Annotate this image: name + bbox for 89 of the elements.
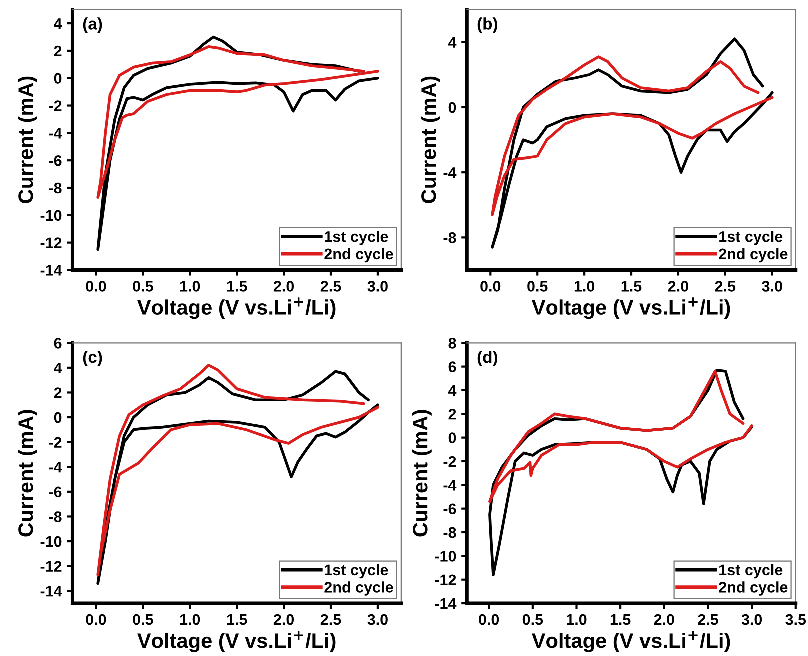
x-tick-label: 2.0 [668, 281, 688, 292]
legend-label: 1st cycle [325, 231, 388, 246]
y-tick-label: 4 [448, 386, 457, 396]
x-tick-label: 0.0 [479, 614, 500, 626]
x-tick-label: 0.0 [86, 281, 106, 292]
y-tick-label: 8 [448, 338, 456, 349]
y-axis-title: Current (mA) [412, 410, 432, 537]
x-tick-label: 0.5 [522, 614, 544, 626]
legend-label: 1st cycle [325, 564, 388, 579]
line-series [96, 45, 380, 199]
y-tick-label: 6 [448, 362, 456, 372]
x-tick-label: 2.0 [654, 614, 674, 626]
y-tick-label: -10 [435, 551, 456, 562]
y-tick-label: -4 [444, 168, 457, 178]
legend-label: 1st cycle [720, 231, 783, 246]
x-tick-label: 0.5 [133, 281, 154, 292]
x-tick-label: 3.0 [742, 614, 762, 626]
y-tick-label: -10 [40, 536, 62, 548]
x-tick-label: 0.0 [480, 281, 501, 292]
x-tick-label: 1.5 [227, 281, 248, 292]
y-tick-label: -10 [40, 210, 62, 222]
x-axis-title: Voltage (V vs.Li$^{+}$/Li) [532, 298, 730, 320]
legend-label: 2nd cycle [324, 248, 394, 263]
y-tick-label: 4 [54, 18, 62, 30]
x-axis-title: Voltage (V vs.Li$^{+}$/Li) [138, 298, 336, 320]
y-axis-title: Current (mA) [18, 410, 38, 537]
x-tick-label: 3.5 [786, 614, 806, 626]
x-tick-label: 1.0 [567, 614, 587, 626]
legend-label: 1st cycle [720, 564, 783, 579]
x-tick-label: 0.5 [528, 281, 548, 292]
y-tick-label: 4 [54, 362, 62, 374]
y-tick-label: -6 [49, 155, 62, 166]
y-tick-label: 2 [54, 46, 62, 56]
y-tick-label: -6 [49, 486, 62, 498]
y-tick-label: -12 [40, 561, 62, 572]
x-tick-label: 1.0 [574, 281, 595, 292]
y-axis-title: Current (mA) [420, 76, 440, 204]
y-tick-label: -4 [49, 128, 62, 139]
x-tick-label: 1.0 [180, 281, 200, 292]
x-axis-title: Voltage (V vs.Li$^{+}$/Li) [138, 630, 336, 652]
y-tick-label: -14 [435, 598, 457, 610]
y-tick-label: -8 [444, 232, 456, 244]
y-tick-label: -8 [49, 512, 62, 522]
y-tick-label: -12 [435, 574, 456, 586]
y-tick-label: -2 [444, 456, 456, 468]
y-tick-label: 0 [54, 412, 62, 424]
annotation: (c) [83, 350, 102, 366]
y-tick-label: 6 [54, 338, 62, 349]
y-tick-label: -2 [49, 100, 62, 112]
y-tick-label: -12 [40, 238, 62, 248]
x-tick-label: 2.5 [698, 614, 718, 626]
y-tick-label: 2 [54, 388, 62, 398]
x-tick-label: 3.0 [368, 614, 388, 626]
line-series [488, 370, 754, 504]
x-tick-label: 2.5 [320, 614, 342, 626]
y-tick-label: 4 [448, 37, 457, 48]
y-tick-label: -4 [49, 462, 62, 473]
annotation: (a) [83, 18, 102, 34]
x-tick-label: 1.5 [227, 614, 248, 626]
x-tick-label: 3.0 [368, 281, 388, 292]
y-tick-label: 0 [448, 102, 456, 114]
x-axis-title: Voltage (V vs.Li$^{+}$/Li) [532, 630, 730, 652]
y-tick-label: -8 [49, 182, 62, 194]
y-tick-label: 2 [448, 409, 456, 420]
x-tick-label: 2.0 [274, 614, 294, 626]
x-tick-label: 0.0 [86, 614, 106, 626]
x-tick-label: 1.0 [180, 614, 200, 626]
y-tick-label: 0 [54, 73, 62, 84]
annotation: (b) [478, 18, 498, 34]
y-tick-label: 0 [448, 432, 456, 444]
x-tick-label: 2.5 [320, 281, 342, 292]
x-tick-label: 3.0 [762, 281, 782, 292]
y-tick-label: -4 [444, 480, 457, 491]
legend-label: 2nd cycle [324, 582, 394, 596]
legend-label: 2nd cycle [719, 248, 788, 263]
y-tick-label: -2 [49, 437, 62, 448]
line-series [491, 56, 774, 216]
x-tick-label: 2.0 [274, 281, 294, 292]
x-tick-label: 2.5 [715, 281, 736, 292]
y-tick-label: -8 [444, 527, 456, 538]
y-axis-title: Current (mA) [18, 76, 38, 204]
x-tick-label: 1.5 [622, 281, 642, 292]
y-tick-label: -6 [444, 504, 456, 515]
legend-label: 2nd cycle [719, 582, 788, 596]
y-tick-label: -14 [40, 265, 62, 276]
x-tick-label: 1.5 [610, 614, 631, 626]
y-tick-label: -14 [40, 586, 62, 597]
annotation: (d) [478, 350, 498, 366]
x-tick-label: 0.5 [133, 614, 154, 626]
